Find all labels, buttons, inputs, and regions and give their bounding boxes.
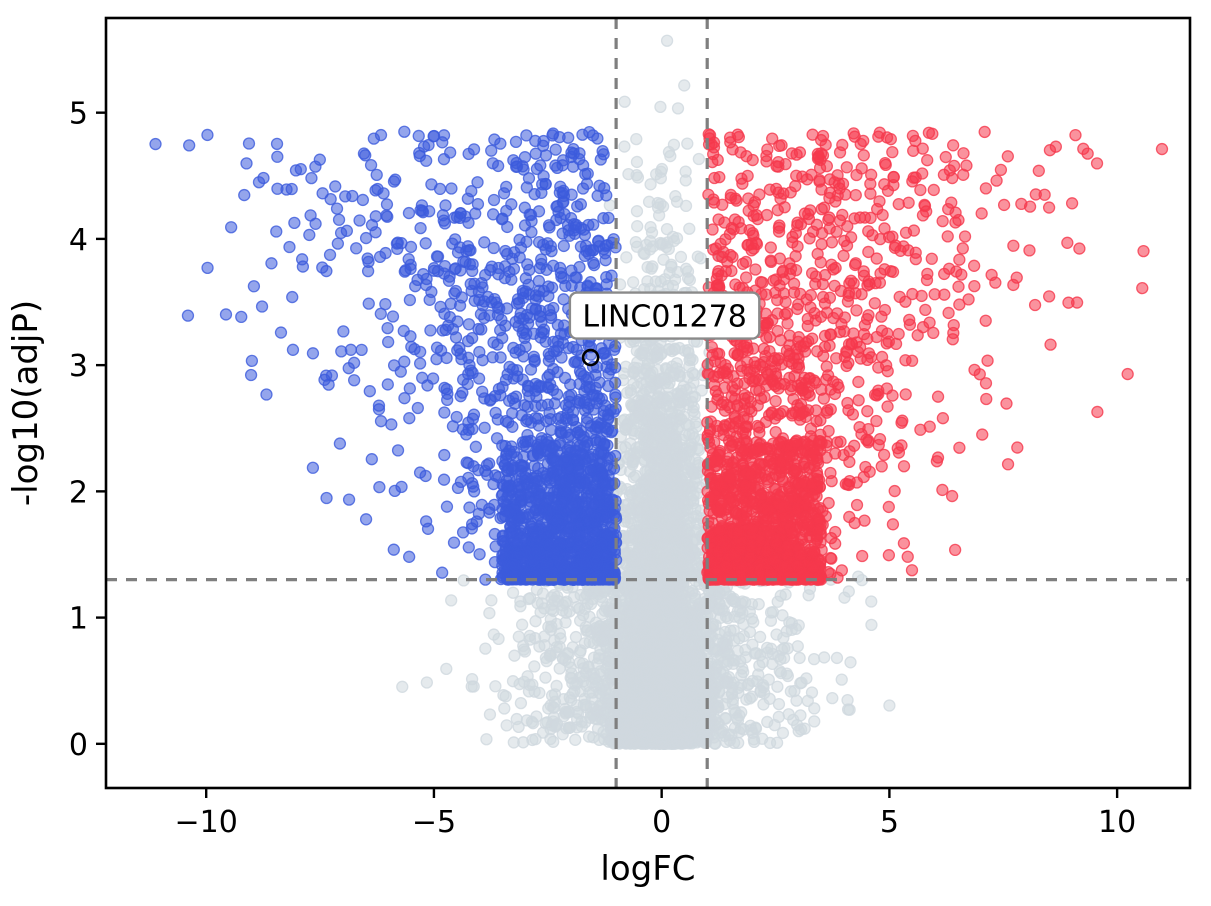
x-tick-label: 0 (652, 805, 671, 840)
scatter-group-down-regulated (149, 125, 623, 586)
scatter-group-nonsignificant (396, 34, 896, 750)
annotation-marker-icon (581, 348, 600, 367)
axes-frame (104, 16, 1192, 790)
x-tick-label: −5 (412, 805, 456, 840)
y-tick-label: 2 (69, 475, 88, 510)
y-axis-ticks (96, 111, 106, 746)
gene-annotation[interactable]: LINC01278 (568, 291, 761, 367)
annotation-label-box (568, 291, 761, 340)
annotation-label-text: LINC01278 (582, 300, 746, 335)
y-tick-label: 5 (69, 97, 88, 132)
y-axis-title: -log10(adjP) (6, 300, 46, 506)
threshold-lines-group (106, 18, 1190, 788)
y-tick-label: 3 (69, 349, 88, 384)
x-tick-label: 10 (1098, 805, 1136, 840)
x-tick-label: −10 (175, 805, 238, 840)
x-axis-tick-labels: −10 −5 0 5 10 (175, 805, 1137, 840)
y-tick-label: 1 (69, 602, 88, 637)
y-tick-label: 0 (69, 728, 88, 763)
x-axis-title: logFC (600, 849, 695, 889)
x-axis-ticks (205, 788, 1119, 798)
x-tick-label: 5 (880, 805, 899, 840)
y-tick-label: 4 (69, 223, 88, 258)
y-axis-tick-labels: 0 1 2 3 4 5 (69, 97, 88, 763)
